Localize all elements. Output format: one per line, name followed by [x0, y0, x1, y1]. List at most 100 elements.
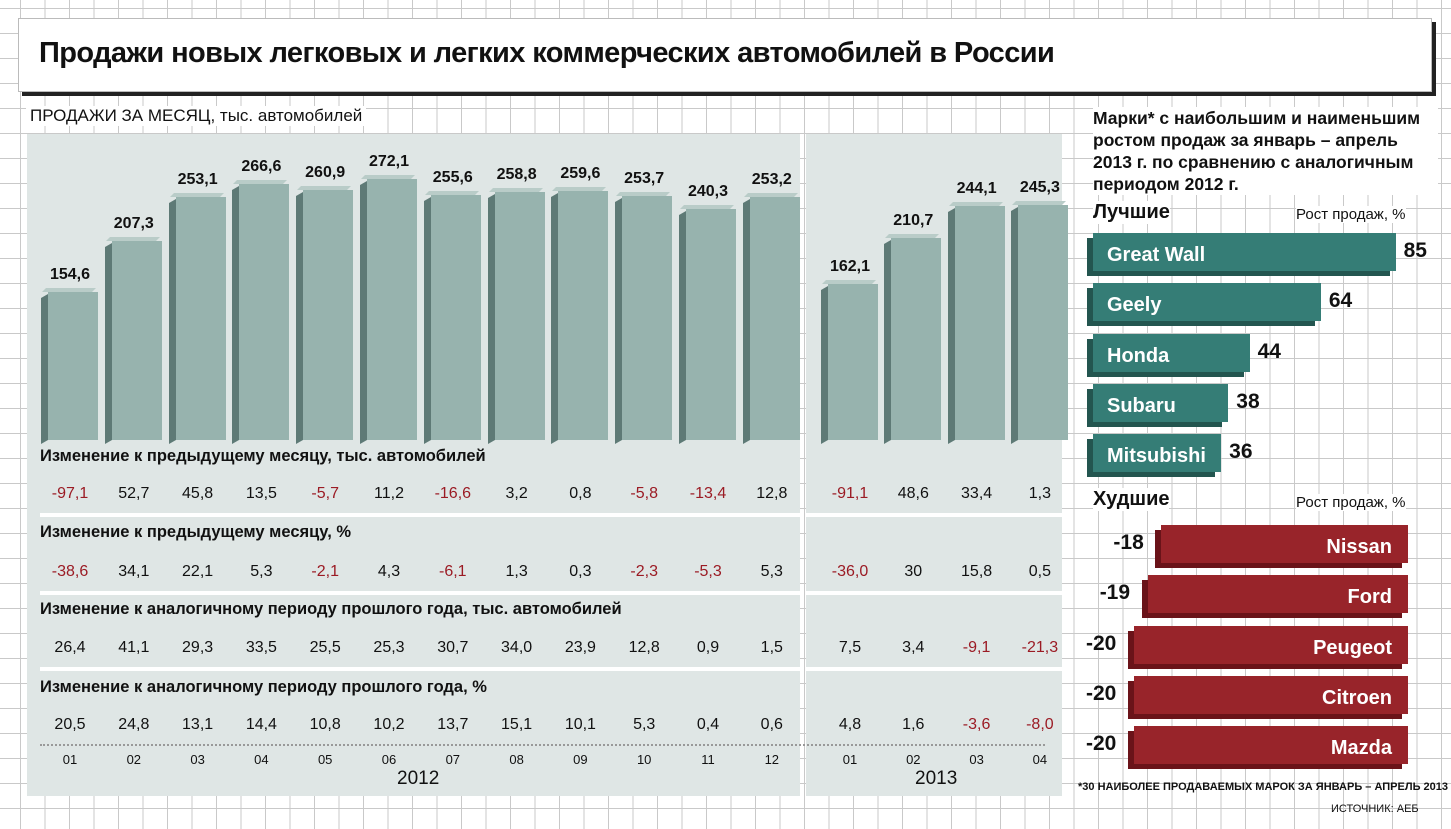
bar-value-label: 253,7 — [624, 170, 665, 188]
row-value: 10,2 — [373, 716, 405, 733]
row-value: 23,9 — [564, 639, 596, 656]
row-value: 45,8 — [182, 485, 214, 502]
row-value: 13,1 — [182, 716, 214, 733]
row-separator — [40, 591, 800, 595]
row-value: 48,6 — [897, 485, 929, 502]
row-value: 15,1 — [501, 716, 533, 733]
month-tick-label: 07 — [445, 752, 461, 767]
bar — [239, 184, 290, 440]
row-value: 29,3 — [182, 639, 214, 656]
row-value: 4,3 — [377, 563, 401, 580]
row-value: 33,5 — [245, 639, 277, 656]
bar — [686, 209, 736, 440]
row-value: 1,5 — [760, 639, 783, 656]
row-value: 5,3 — [250, 563, 273, 580]
row-label: Изменение к аналогичному периоду прошлог… — [40, 678, 487, 696]
bar-value-label: 253,1 — [177, 171, 218, 189]
month-tick-label: 01 — [62, 752, 78, 767]
bar-value-label: 272,1 — [368, 152, 410, 170]
bar — [954, 205, 1005, 440]
row-value: 34,1 — [118, 563, 150, 580]
row-value: 34,0 — [501, 639, 533, 656]
row-value: 30 — [904, 563, 923, 580]
bar-value-label: 162,1 — [829, 258, 871, 276]
row-value: 1,6 — [902, 716, 925, 733]
row-value: -13,4 — [689, 485, 727, 502]
worst-brand-value: -20 — [1086, 732, 1117, 756]
best-brand-value: 85 — [1403, 239, 1427, 262]
bar — [1017, 204, 1068, 440]
row-value: 5,3 — [633, 716, 656, 733]
row-value: 52,7 — [118, 485, 150, 502]
row-value: 3,2 — [505, 485, 528, 502]
row-value: -16,6 — [434, 485, 472, 502]
month-tick-label: 10 — [636, 752, 652, 767]
row-value: 14,4 — [245, 716, 277, 733]
bar — [558, 190, 609, 440]
row-separator — [806, 667, 1062, 671]
row-value: 13,5 — [245, 485, 277, 502]
bar — [622, 196, 673, 440]
bar-value-label: 253,2 — [751, 170, 792, 188]
row-value: -5,7 — [311, 485, 339, 502]
month-tick-label: 09 — [573, 752, 588, 767]
row-value: 24,8 — [118, 716, 150, 733]
row-value: -6,1 — [439, 563, 467, 580]
row-value: -5,8 — [630, 485, 658, 502]
best-brand-value: 44 — [1257, 339, 1281, 363]
row-value: 4,8 — [838, 716, 862, 733]
row-value: -3,6 — [962, 716, 991, 733]
worst-brand-value: -19 — [1099, 581, 1131, 605]
month-tick-label: 08 — [509, 752, 524, 767]
bar — [48, 291, 98, 440]
row-value: -91,1 — [831, 485, 869, 502]
row-value: 7,5 — [838, 639, 862, 656]
best-brand-bar: Subaru — [1093, 383, 1229, 422]
bar — [367, 178, 417, 440]
bar-value-label: 240,3 — [687, 183, 729, 201]
bar-value-label: 259,6 — [560, 164, 601, 182]
month-tick-label: 05 — [317, 752, 333, 767]
best-brand-bar: Honda — [1093, 333, 1250, 372]
row-value: 25,5 — [309, 639, 341, 656]
row-value: 1,3 — [1028, 485, 1052, 502]
row-value: 26,4 — [54, 639, 86, 656]
bar-value-label: 258,8 — [496, 165, 537, 183]
row-label: Изменение к аналогичному периоду прошлог… — [40, 600, 622, 618]
footnote: *30 НАИБОЛЕЕ ПРОДАВАЕМЫХ МАРОК ЗА ЯНВАРЬ… — [1078, 781, 1451, 793]
row-separator — [40, 513, 800, 517]
bar — [430, 194, 481, 440]
best-axis-label: Рост продаж, % — [1296, 206, 1406, 223]
month-tick-label: 02 — [126, 752, 142, 767]
row-value: 33,4 — [961, 485, 993, 502]
row-value: 10,1 — [564, 716, 596, 733]
row-value: 30,7 — [437, 639, 469, 656]
month-tick-label: 04 — [1032, 752, 1048, 767]
row-value: -5,3 — [694, 563, 722, 580]
month-tick-label: 01 — [842, 752, 858, 767]
row-label: Изменение к предыдущему месяцу, тыс. авт… — [40, 447, 486, 465]
year-label-2012: 2012 — [397, 768, 440, 789]
bar-value-label: 210,7 — [893, 211, 934, 229]
row-value: 12,8 — [756, 485, 788, 502]
worst-brand-bar: Peugeot — [1134, 625, 1408, 664]
best-brand-value: 64 — [1328, 289, 1353, 313]
bar — [494, 191, 545, 440]
month-tick-label: 03 — [190, 752, 205, 767]
row-separator — [40, 667, 800, 671]
row-separator — [806, 513, 1062, 517]
row-value: 0,3 — [569, 563, 592, 580]
month-tick-label: 12 — [764, 752, 780, 767]
row-value: 12,8 — [628, 639, 660, 656]
row-value: -38,6 — [51, 563, 89, 580]
bar — [749, 196, 800, 440]
bar — [891, 237, 942, 440]
row-value: -8,0 — [1026, 716, 1054, 733]
best-brand-bar: Geely — [1093, 283, 1321, 322]
row-value: 11,2 — [374, 485, 404, 502]
month-tick-label: 04 — [254, 752, 269, 767]
month-tick-label: 02 — [906, 752, 921, 767]
best-brand-value: 36 — [1229, 440, 1253, 464]
row-value: 3,4 — [902, 639, 925, 656]
row-value: 0,5 — [1028, 563, 1052, 580]
